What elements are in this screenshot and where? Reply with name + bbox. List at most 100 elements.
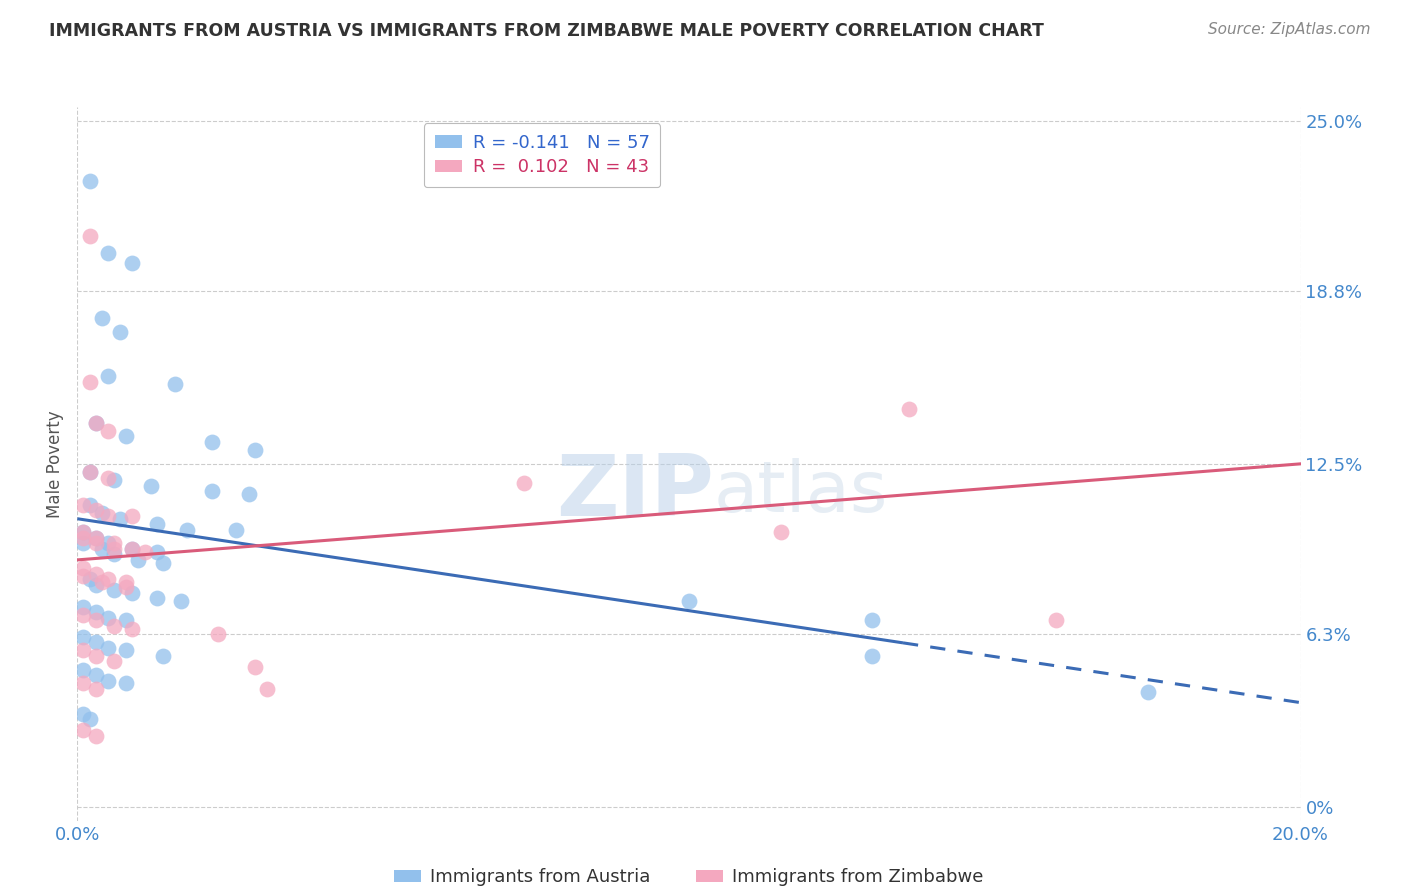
Point xyxy=(152,648,174,663)
Point xyxy=(72,723,94,737)
Point xyxy=(97,673,120,688)
Point xyxy=(769,525,792,540)
Point xyxy=(97,536,120,550)
Point xyxy=(115,580,138,594)
Point xyxy=(146,591,169,606)
Point xyxy=(176,523,198,537)
Point xyxy=(72,630,94,644)
Point xyxy=(72,599,94,614)
Point xyxy=(84,577,107,591)
Point xyxy=(84,416,107,430)
Point xyxy=(238,487,260,501)
Point xyxy=(84,668,107,682)
Point xyxy=(103,619,125,633)
Point xyxy=(103,541,125,556)
Point xyxy=(103,473,125,487)
Point xyxy=(134,544,156,558)
Point xyxy=(243,443,266,458)
Point xyxy=(1045,613,1067,627)
Point xyxy=(84,635,107,649)
Point xyxy=(72,569,94,583)
Point xyxy=(79,375,101,389)
Point xyxy=(72,531,94,545)
Y-axis label: Male Poverty: Male Poverty xyxy=(46,410,65,517)
Point xyxy=(103,536,125,550)
Point xyxy=(90,506,112,520)
Point xyxy=(115,613,138,627)
Point xyxy=(84,566,107,581)
Point xyxy=(84,681,107,696)
Point xyxy=(108,512,131,526)
Point xyxy=(121,541,143,556)
Point xyxy=(121,256,143,270)
Point xyxy=(72,643,94,657)
Point xyxy=(103,655,125,669)
Legend: Immigrants from Austria, Immigrants from Zimbabwe: Immigrants from Austria, Immigrants from… xyxy=(387,862,991,892)
Point xyxy=(72,525,94,540)
Point xyxy=(97,245,120,260)
Point xyxy=(97,470,120,484)
Point xyxy=(79,498,101,512)
Point xyxy=(97,424,120,438)
Point xyxy=(90,311,112,326)
Point xyxy=(84,605,107,619)
Point xyxy=(90,574,112,589)
Text: Source: ZipAtlas.com: Source: ZipAtlas.com xyxy=(1208,22,1371,37)
Text: IMMIGRANTS FROM AUSTRIA VS IMMIGRANTS FROM ZIMBABWE MALE POVERTY CORRELATION CHA: IMMIGRANTS FROM AUSTRIA VS IMMIGRANTS FR… xyxy=(49,22,1045,40)
Point xyxy=(152,556,174,570)
Point xyxy=(207,627,229,641)
Point xyxy=(84,729,107,743)
Point xyxy=(243,660,266,674)
Point xyxy=(165,377,187,392)
Point xyxy=(97,572,120,586)
Point xyxy=(97,640,120,655)
Point xyxy=(678,594,700,608)
Point xyxy=(84,536,107,550)
Point xyxy=(121,622,143,636)
Text: atlas: atlas xyxy=(713,458,887,527)
Point xyxy=(97,369,120,384)
Point xyxy=(79,229,101,244)
Point xyxy=(72,607,94,622)
Point xyxy=(97,508,120,523)
Point xyxy=(170,594,193,608)
Point xyxy=(121,541,143,556)
Point xyxy=(121,586,143,600)
Point xyxy=(79,572,101,586)
Point xyxy=(139,479,162,493)
Point xyxy=(862,613,884,627)
Point xyxy=(72,676,94,690)
Point xyxy=(108,325,131,339)
Point xyxy=(84,531,107,545)
Point xyxy=(128,553,150,567)
Point xyxy=(115,429,138,443)
Point xyxy=(72,663,94,677)
Point xyxy=(256,681,278,696)
Point xyxy=(201,434,224,449)
Point xyxy=(79,465,101,479)
Point xyxy=(84,531,107,545)
Point xyxy=(72,561,94,575)
Point xyxy=(79,174,101,188)
Point xyxy=(103,548,125,562)
Point xyxy=(72,525,94,540)
Point xyxy=(84,416,107,430)
Point xyxy=(898,401,921,416)
Point xyxy=(115,574,138,589)
Point xyxy=(90,541,112,556)
Point xyxy=(115,676,138,690)
Point xyxy=(862,648,884,663)
Point xyxy=(103,583,125,598)
Point xyxy=(79,712,101,726)
Point xyxy=(1136,684,1159,698)
Text: ZIP: ZIP xyxy=(555,450,713,534)
Point xyxy=(72,536,94,550)
Point xyxy=(84,648,107,663)
Point xyxy=(146,517,169,532)
Point xyxy=(97,610,120,624)
Point xyxy=(201,484,224,499)
Point xyxy=(146,544,169,558)
Point xyxy=(72,706,94,721)
Point xyxy=(121,508,143,523)
Point xyxy=(79,465,101,479)
